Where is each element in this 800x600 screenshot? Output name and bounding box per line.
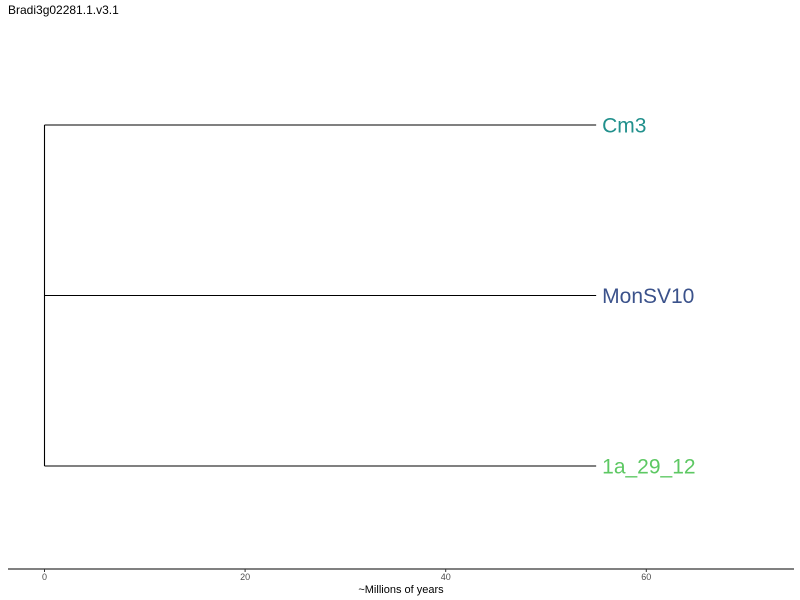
tip-label-MonSV10: MonSV10 bbox=[602, 285, 694, 308]
time-axis-label: ~Millions of years bbox=[358, 584, 444, 596]
tree-title: Bradi3g02281.1.v3.1 bbox=[8, 3, 119, 17]
branches-group bbox=[43, 124, 597, 467]
tip-label-1a_29_12: 1a_29_12 bbox=[602, 456, 695, 479]
axis-tick-label-60: 60 bbox=[641, 572, 651, 582]
axis-ticks-group: 0 20 40 60 bbox=[42, 569, 651, 582]
axis-tick-label-40: 40 bbox=[441, 572, 451, 582]
axis-tick-label-20: 20 bbox=[240, 572, 250, 582]
tip-label-Cm3: Cm3 bbox=[602, 115, 646, 138]
tip-labels-group: Cm3 MonSV10 1a_29_12 bbox=[602, 115, 695, 479]
axis-tick-label-0: 0 bbox=[42, 572, 47, 582]
